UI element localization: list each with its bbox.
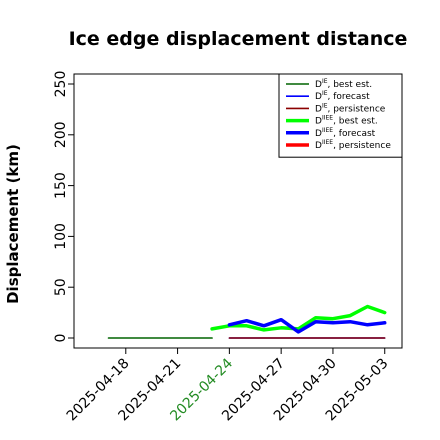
series-line-3 (210, 304, 387, 332)
legend-entry-3: DIIEE, best est. (315, 115, 378, 127)
legend-entry-1: DIE, forecast (315, 90, 370, 102)
legend-entry-2: DIE, persistence (315, 102, 386, 114)
y-tick-label-5: 250 (53, 71, 69, 98)
x-axis: 2025-04-182025-04-212025-04-242025-04-27… (64, 348, 392, 424)
y-axis-label: Displacement (km) (4, 144, 22, 304)
y-tick-label-3: 150 (53, 172, 69, 199)
y-tick-label-1: 50 (53, 278, 69, 296)
plot-frame (73, 73, 403, 349)
series-layer (107, 304, 387, 339)
chart-title: Ice edge displacement distance (69, 28, 408, 50)
y-axis: 0 50 100 150 200 250 (53, 71, 74, 343)
legend-entry-4: DIIEE, forecast (315, 127, 376, 139)
y-tick-label-4: 200 (53, 121, 69, 148)
legend-entry-5: DIIEE, persistence (315, 139, 391, 151)
series-line-4 (227, 317, 387, 334)
y-tick-label-2: 100 (53, 223, 69, 250)
legend-entry-0: DIE, best est. (315, 78, 372, 90)
y-tick-label-0: 0 (53, 334, 69, 343)
